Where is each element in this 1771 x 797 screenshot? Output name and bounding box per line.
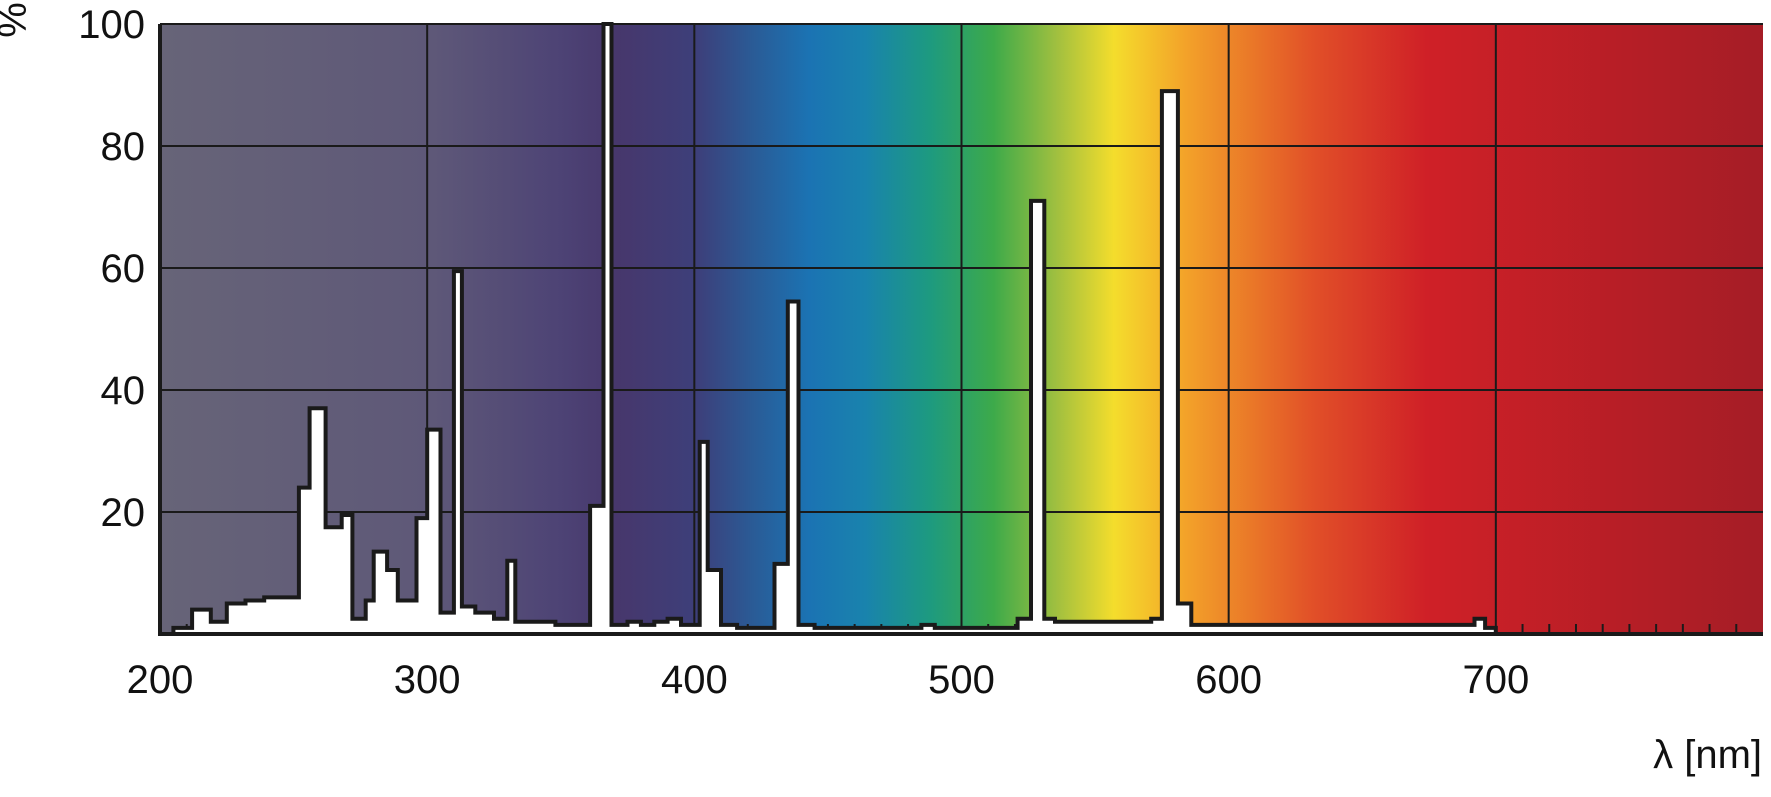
x-tick-labels: 200 300 400 500 600 700 xyxy=(127,658,1530,702)
y-tick-label-100: 100 xyxy=(78,3,145,47)
axes xyxy=(158,24,1763,636)
spectrum-area xyxy=(160,22,1498,636)
x-tick-label-500: 500 xyxy=(928,658,995,702)
y-tick-label-80: 80 xyxy=(101,125,146,169)
y-tick-labels: 20 40 60 80 100 xyxy=(78,3,145,535)
y-tick-label-40: 40 xyxy=(101,369,146,413)
x-tick-label-600: 600 xyxy=(1195,658,1262,702)
x-tick-label-700: 700 xyxy=(1462,658,1529,702)
y-tick-label-60: 60 xyxy=(101,247,146,291)
y-tick-label-20: 20 xyxy=(101,491,146,535)
x-tick-label-200: 200 xyxy=(127,658,194,702)
x-tick-label-400: 400 xyxy=(661,658,728,702)
x-tick-label-300: 300 xyxy=(394,658,461,702)
y-axis-label: % xyxy=(0,2,35,38)
x-axis-label: λ [nm] xyxy=(1653,733,1762,777)
